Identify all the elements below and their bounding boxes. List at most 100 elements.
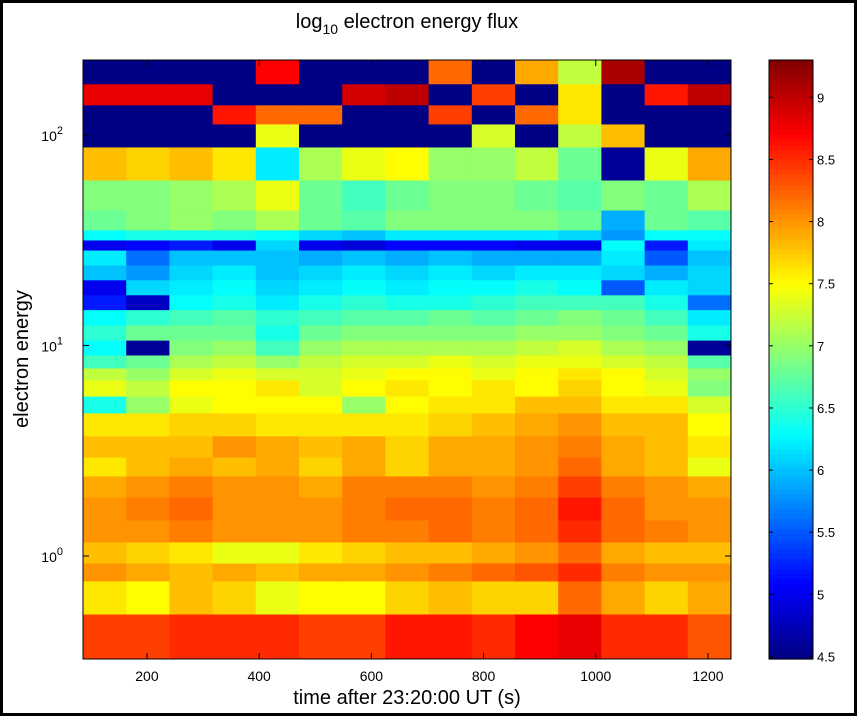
cell	[299, 265, 343, 281]
cell	[126, 239, 170, 251]
cell	[558, 60, 602, 85]
colorbar-step	[769, 219, 813, 226]
colorbar-step	[769, 559, 813, 565]
cell	[515, 354, 559, 369]
colorbar-step	[769, 69, 813, 76]
cell	[428, 496, 473, 521]
cell	[601, 210, 646, 231]
cell	[169, 179, 214, 211]
y-axis-label: electron energy	[11, 290, 33, 428]
cell	[255, 265, 300, 281]
cell	[687, 229, 732, 241]
colorbar-step	[769, 299, 813, 306]
colorbar-step	[769, 509, 813, 515]
colorbar-step	[769, 84, 813, 91]
cell	[126, 562, 170, 582]
cell	[558, 435, 602, 458]
cell	[255, 580, 300, 615]
colorbar-step	[769, 409, 813, 416]
cell	[558, 496, 602, 521]
cell	[255, 239, 300, 251]
cell	[601, 379, 646, 397]
cell	[428, 412, 473, 437]
colorbar-step	[769, 179, 813, 186]
cell	[126, 123, 170, 148]
cell	[299, 83, 343, 106]
cell	[558, 229, 602, 241]
cell	[471, 457, 516, 477]
colorbar-step	[769, 354, 813, 361]
cell	[126, 325, 170, 341]
cell	[169, 614, 214, 660]
colorbar-step	[769, 294, 813, 301]
cell	[83, 614, 127, 660]
cell	[515, 250, 559, 266]
cell	[299, 541, 343, 564]
colorbar-step	[769, 484, 813, 490]
cell	[558, 123, 602, 148]
cell	[515, 229, 559, 241]
cell	[687, 580, 732, 615]
cell	[385, 580, 430, 615]
colorbar-step	[769, 134, 813, 141]
cell	[385, 379, 430, 397]
cell	[255, 340, 300, 356]
cell	[515, 519, 559, 543]
colorbar-step	[769, 264, 813, 271]
cell	[471, 60, 516, 85]
cell	[428, 475, 473, 498]
cell	[515, 435, 559, 458]
colorbar-step	[769, 564, 813, 570]
colorbar-tick-label: 8	[817, 215, 824, 230]
cell	[385, 562, 430, 582]
cell	[428, 309, 473, 326]
cell	[471, 279, 516, 296]
cell	[558, 519, 602, 543]
cell	[428, 250, 473, 266]
colorbar-step	[769, 549, 813, 555]
colorbar-step	[769, 599, 813, 605]
cell	[299, 309, 343, 326]
cell	[515, 412, 559, 437]
cell	[299, 457, 343, 477]
colorbar-tick-label: 7.5	[817, 277, 835, 292]
cell	[687, 179, 732, 211]
cell	[342, 614, 386, 660]
colorbar-step	[769, 194, 813, 201]
colorbar: 4.5 5 5.5 6 6.5 7 7.5 8 8.5 9	[768, 59, 835, 665]
cell	[342, 83, 386, 106]
colorbar-step	[769, 424, 813, 430]
cell	[644, 104, 689, 125]
cell	[558, 340, 602, 356]
colorbar-step	[769, 114, 813, 121]
colorbar-step	[769, 274, 813, 281]
cell	[471, 562, 516, 582]
cell	[299, 325, 343, 341]
colorbar-step	[769, 414, 813, 420]
colorbar-step	[769, 519, 813, 525]
colorbar-step	[769, 304, 813, 311]
colorbar-step	[769, 244, 813, 251]
cell	[169, 123, 214, 148]
colorbar-step	[769, 539, 813, 545]
cell	[558, 412, 602, 437]
colorbar-step	[769, 389, 813, 396]
cell	[601, 562, 646, 582]
colorbar-step	[769, 204, 813, 211]
cell	[83, 104, 127, 125]
cell	[212, 562, 257, 582]
cell	[515, 83, 559, 106]
cell	[255, 60, 300, 85]
cell	[558, 354, 602, 369]
cell	[212, 367, 257, 381]
cell	[428, 294, 473, 311]
cell	[601, 179, 646, 211]
colorbar-step	[769, 544, 813, 550]
cell	[83, 229, 127, 241]
cell	[299, 396, 343, 414]
cell	[83, 179, 127, 211]
cell	[687, 104, 732, 125]
cell	[558, 309, 602, 326]
colorbar-step	[769, 144, 813, 151]
cell	[687, 239, 732, 251]
